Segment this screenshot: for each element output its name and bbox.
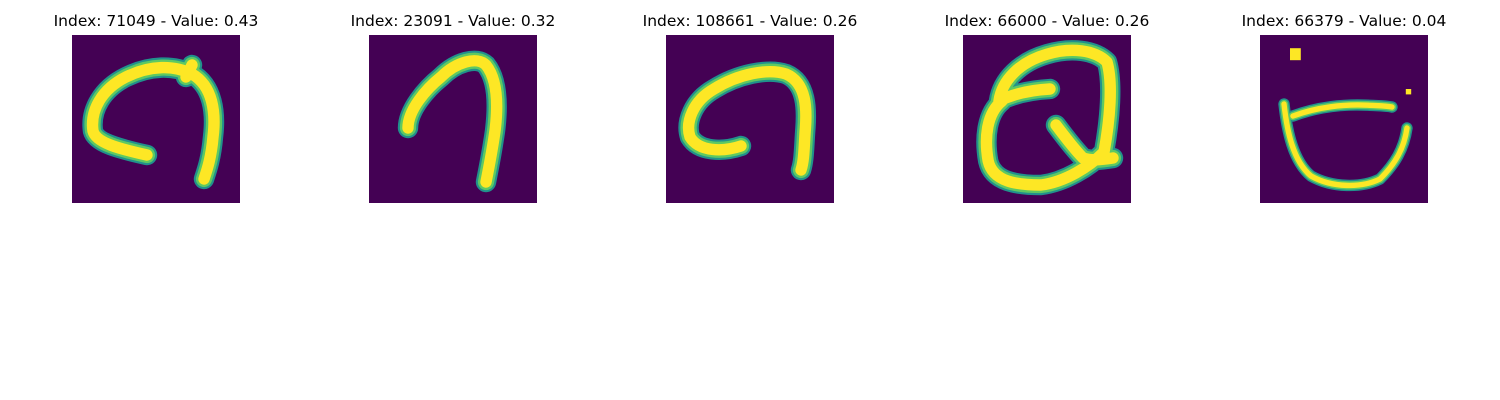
panel-title: Index: 108661 - Value: 0.26 (642, 12, 858, 30)
image-panel: Index: 66379 - Value: 0.04 (1194, 0, 1494, 210)
digit-image (72, 35, 240, 203)
panel-title: Index: 23091 - Value: 0.32 (350, 12, 556, 30)
panel-title: Index: 71049 - Value: 0.43 (53, 12, 259, 30)
image-panel: Index: 23091 - Value: 0.32 (303, 0, 603, 210)
digit-image (1260, 35, 1428, 203)
panel-title: Index: 66000 - Value: 0.26 (944, 12, 1150, 30)
image-panel: Index: 108661 - Value: 0.26 (600, 0, 900, 210)
image-panel: Index: 71049 - Value: 0.43 (6, 0, 306, 210)
digit-image (963, 35, 1131, 203)
digit-image (666, 35, 834, 203)
panel-title: Index: 66379 - Value: 0.04 (1241, 12, 1447, 30)
digit-image (369, 35, 537, 203)
image-panel: Index: 66000 - Value: 0.26 (897, 0, 1197, 210)
